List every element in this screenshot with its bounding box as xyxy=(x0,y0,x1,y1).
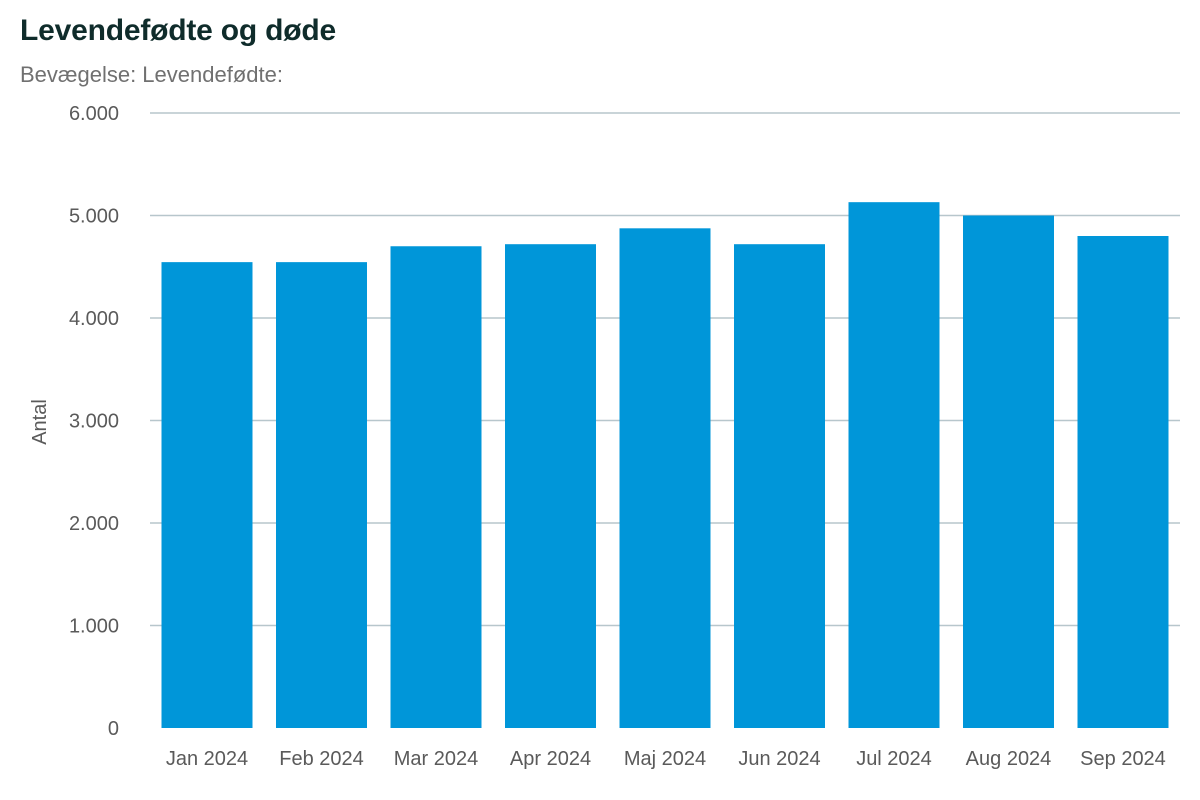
bar[interactable] xyxy=(390,246,482,728)
y-tick-label: 5.000 xyxy=(69,206,119,228)
chart-title: Levendefødte og døde xyxy=(20,14,337,47)
x-axis-ticks: Jan 2024 Feb 2024 Mar 2024 Apr 2024 Maj 2024… xyxy=(166,748,1166,770)
y-tick-label: 2.000 xyxy=(69,513,119,535)
x-tick-label: Apr 2024 xyxy=(510,748,591,770)
bar[interactable] xyxy=(276,262,367,728)
x-tick-label: Sep 2024 xyxy=(1080,748,1166,770)
x-tick-label: Feb 2024 xyxy=(279,748,364,770)
bar[interactable] xyxy=(848,202,940,729)
chart-subtitle: Bevægelse: Levendefødte: xyxy=(20,62,283,87)
x-tick-label: Jul 2024 xyxy=(856,748,932,770)
bars xyxy=(161,202,1169,729)
x-tick-label: Mar 2024 xyxy=(394,748,479,770)
y-tick-label: 0 xyxy=(108,718,119,740)
bar[interactable] xyxy=(734,244,825,728)
x-tick-label: Maj 2024 xyxy=(624,748,706,770)
y-tick-label: 4.000 xyxy=(69,308,119,330)
y-tick-label: 1.000 xyxy=(69,616,119,638)
bar[interactable] xyxy=(963,215,1054,729)
x-tick-label: Jun 2024 xyxy=(738,748,820,770)
x-tick-label: Jan 2024 xyxy=(166,748,248,770)
bar[interactable] xyxy=(505,244,596,728)
x-tick-label: Aug 2024 xyxy=(966,748,1052,770)
y-tick-label: 6.000 xyxy=(69,103,119,125)
bar[interactable] xyxy=(619,228,711,728)
y-tick-label: 3.000 xyxy=(69,411,119,433)
bar[interactable] xyxy=(1077,236,1169,728)
bar[interactable] xyxy=(161,262,253,728)
y-axis-ticks: 0 1.000 2.000 3.000 4.000 5.000 6.000 xyxy=(69,103,119,740)
y-axis-title: Antal xyxy=(29,399,51,445)
